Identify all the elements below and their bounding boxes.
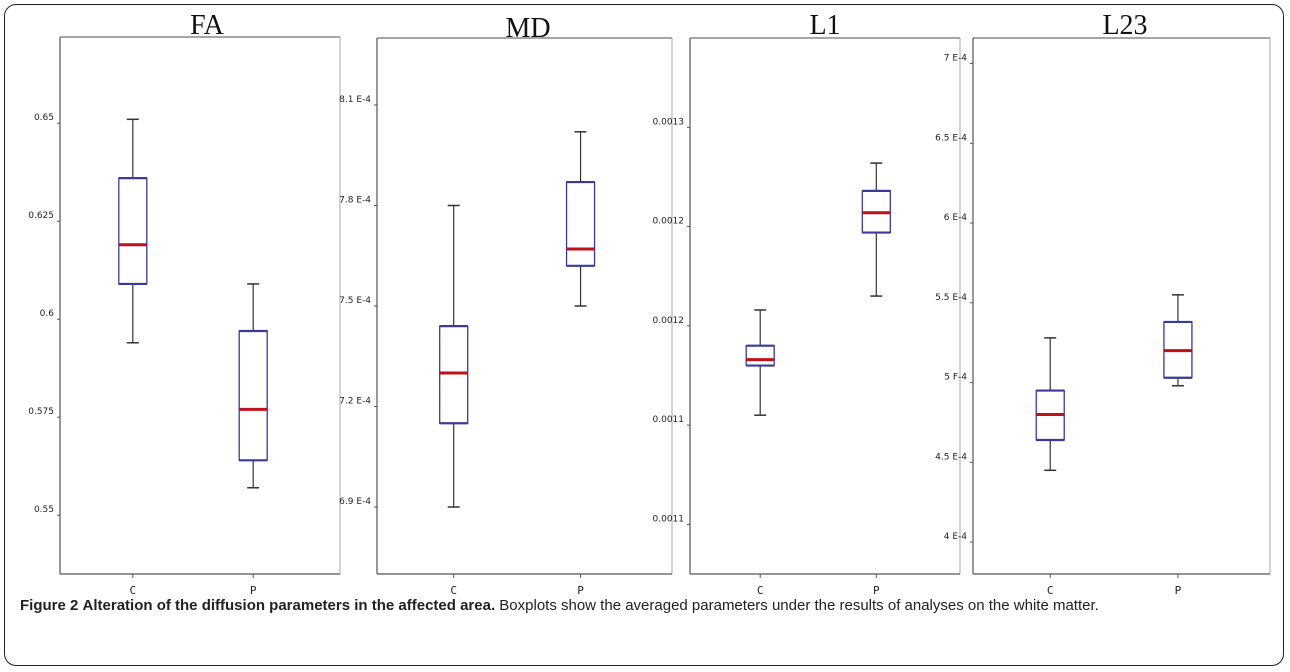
panel-md-ytick-label: 7.2 E-4 (339, 397, 371, 407)
panel-md-c-xtick-label: C (450, 584, 457, 597)
panel-l23-p-xtick-label: P (1175, 584, 1182, 597)
figure-caption: Figure 2 Alteration of the diffusion par… (20, 594, 1270, 618)
panel-fa-title: FA (190, 10, 224, 41)
panel-fa-ytick-label: 0.55 (34, 505, 54, 515)
panel-l23-ytick-label: 4.5 E-4 (935, 452, 967, 462)
figure-frame (4, 4, 1284, 666)
panel-fa-ytick-label: 0.575 (28, 407, 54, 417)
panel-l23-ytick-label: 6 E-4 (944, 213, 968, 223)
panel-fa-c-xtick-label: C (129, 584, 136, 597)
panel-md-ytick-label: 8.1 E-4 (339, 95, 371, 105)
panel-fa-p-box (238, 330, 268, 461)
panel-md-ytick-label: 7.8 E-4 (339, 196, 371, 206)
panel-l1-c-box (745, 345, 775, 367)
panel-l1-p-xtick-label: P (873, 584, 880, 597)
caption-text: Boxplots show the averaged parameters un… (499, 597, 1099, 614)
panel-l23-ytick-label: 7 E-4 (944, 54, 968, 64)
caption-label: Figure 2 (20, 597, 79, 614)
panel-l1-ytick-label: 0.0011 (653, 514, 685, 524)
panel-l1-ytick-label: 0.0012 (653, 316, 685, 326)
panel-l23-ytick-label: 6.5 E-4 (935, 133, 967, 143)
panel-fa-ytick-label: 0.65 (34, 113, 54, 123)
panel-l23-ytick-label: 5 F-4 (944, 373, 967, 383)
panel-md-p-box (565, 181, 596, 267)
boxplot-figure: FA 0.55 0.575 0.6 0.625 0.65 C P MD 6.9 E-4 7.2 E-… (28, 10, 1271, 597)
panel-md-c-box (439, 325, 469, 424)
panel-fa-p-xtick-label: P (250, 584, 257, 597)
panel-md-title: MD (505, 13, 550, 44)
panel-fa-ytick-label: 0.625 (28, 211, 54, 221)
panel-l23-ytick-label: 4 E-4 (944, 532, 968, 542)
panel-l1-ytick-label: 0.0012 (653, 217, 685, 227)
panel-l1-title: L1 (809, 10, 840, 41)
panel-l1-ytick-label: 0.0013 (653, 117, 685, 127)
panel-l1-c-xtick-label: C (757, 584, 764, 597)
panel-l23-title: L23 (1102, 10, 1147, 41)
panel-l23-ytick-label: 5.5 E-4 (935, 293, 967, 303)
panel-fa-c-box (118, 177, 148, 285)
figure-panels: FA 0.55 0.575 0.6 0.625 0.65 C P MD 6.9 E-4 7.2 E-… (28, 10, 1271, 597)
panel-md-ytick-label: 7.5 E-4 (339, 296, 371, 306)
caption-title: Alteration of the diffusion parameters i… (82, 597, 496, 614)
panel-fa-ytick-label: 0.6 (40, 309, 55, 319)
panel-l23-c-xtick-label: C (1047, 584, 1054, 597)
panel-md-ytick-label: 6.9 E-4 (339, 497, 371, 507)
panel-md-p-xtick-label: P (577, 584, 584, 597)
panel-l1-ytick-label: 0.0011 (653, 415, 685, 425)
